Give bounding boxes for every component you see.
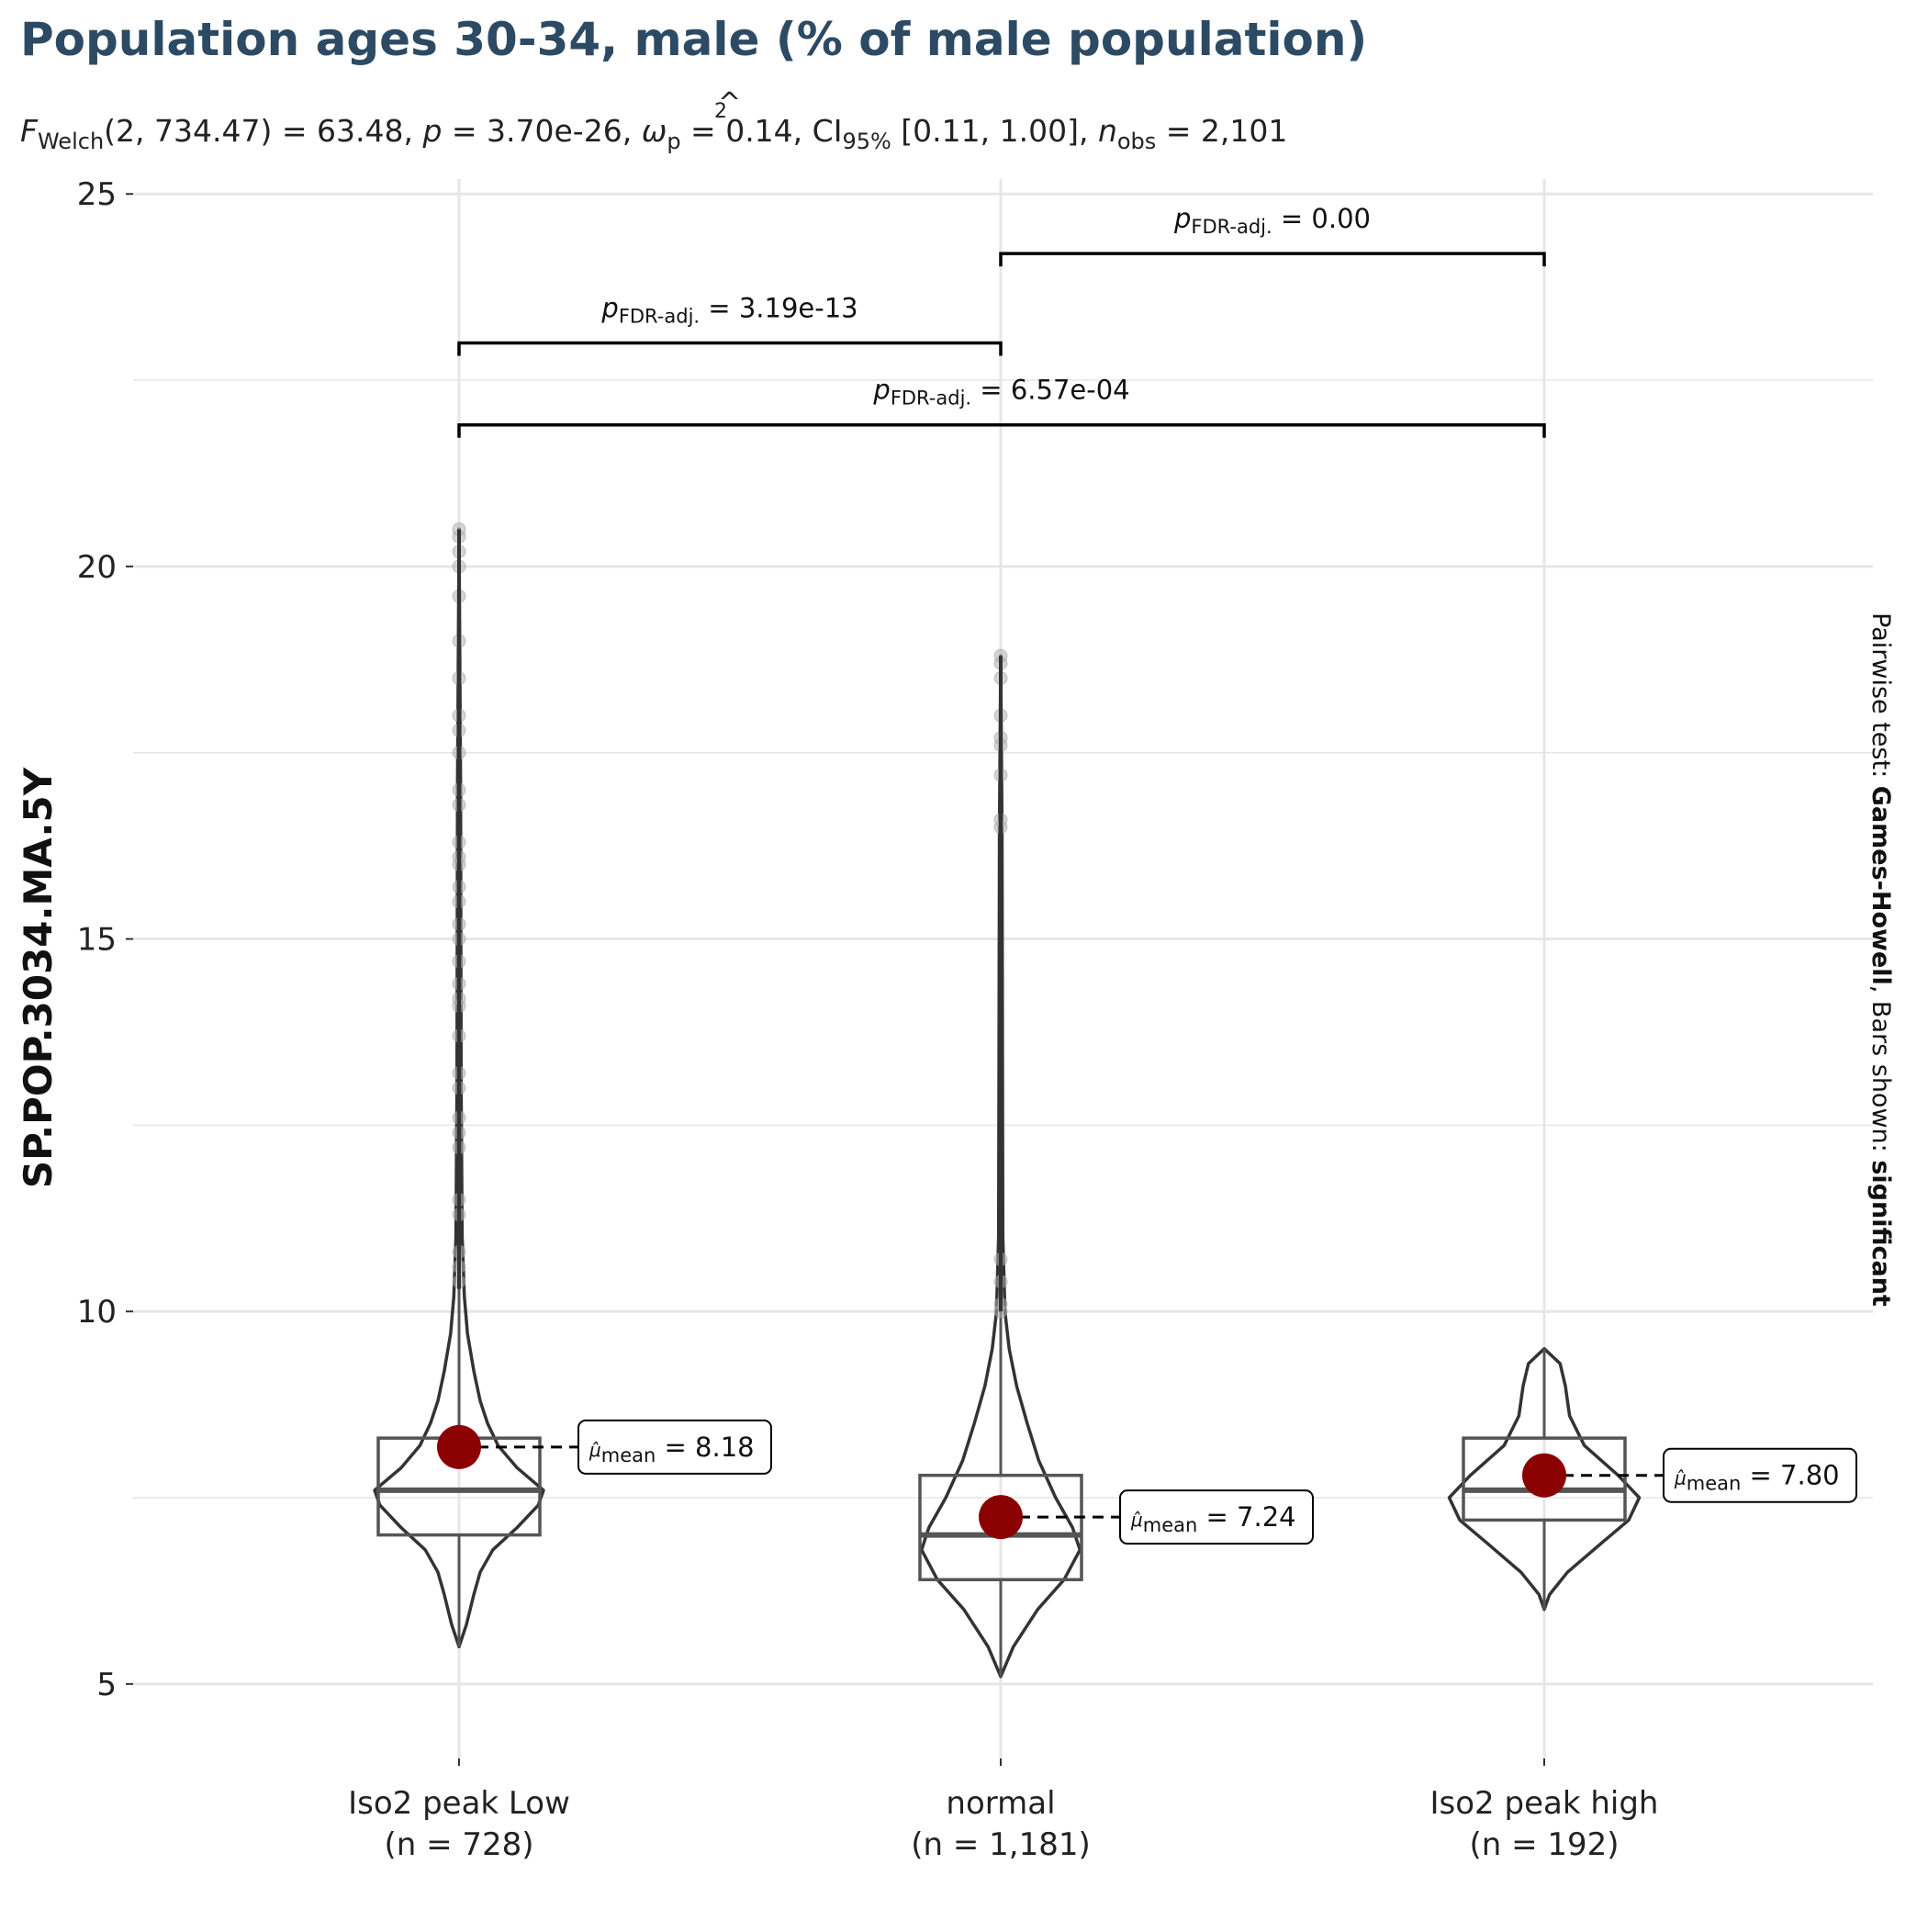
pairwise-comparisons: pFDR-adj. = 3.19e-13 pFDR-adj. = 0.00 pFDR… [457, 203, 1546, 438]
comparison-bracket-0 [457, 341, 1003, 356]
y-tick-label-25: 25 [77, 176, 117, 213]
pairwise-caption: Pairwise test: Games-Howell, Bars shown:… [1866, 612, 1895, 1307]
violins: μ̂mean = 8.18 μ̂mean = 7.24 μ̂mean = 7.80 [373, 522, 1857, 1679]
box-1 [918, 1473, 1083, 1582]
mean-label-box-2 [1663, 1447, 1857, 1503]
mean-label-1: μ̂mean = 7.24 [1130, 1501, 1296, 1536]
x-tick-label-2: Iso2 peak high [1430, 1785, 1659, 1822]
comparison-label-0: pFDR-adj. = 3.19e-13 [600, 292, 858, 327]
effect-hat-mark: ^ [718, 87, 741, 119]
mean-label-box-1 [1119, 1489, 1314, 1545]
x-axis: Iso2 peak Low (n = 728) normal (n = 1,181) I… [348, 1758, 1658, 1863]
y-axis: 5 10 15 20 25 [77, 176, 133, 1703]
group-0: μ̂mean = 8.18 [373, 522, 772, 1649]
y-tick-label-20: 20 [77, 549, 117, 586]
comparison-bracket-2 [457, 422, 1546, 438]
effect-superscript: 2 [714, 100, 727, 123]
comparison-0: pFDR-adj. = 3.19e-13 [457, 292, 1003, 356]
x-tick-count-1: (n = 1,181) [911, 1826, 1091, 1863]
comparison-label-2: pFDR-adj. = 6.57e-04 [872, 375, 1129, 410]
x-tick-count-0: (n = 728) [384, 1826, 533, 1863]
comparison-bracket-1 [999, 252, 1546, 267]
mean-point-2 [1522, 1453, 1566, 1498]
comparison-1: pFDR-adj. = 0.00 [999, 203, 1546, 267]
mean-label-0: μ̂mean = 8.18 [588, 1432, 755, 1466]
comparison-label-1: pFDR-adj. = 0.00 [1173, 203, 1371, 238]
y-tick-label-5: 5 [96, 1667, 117, 1703]
mean-point-0 [437, 1424, 481, 1469]
chart-subtitle: FWelch(2, 734.47) = 63.48, p = 3.70e-26,… [20, 113, 1287, 154]
x-tick-count-2: (n = 192) [1469, 1826, 1619, 1863]
y-tick-label-10: 10 [77, 1294, 117, 1331]
mean-label-2: μ̂mean = 7.80 [1674, 1460, 1840, 1495]
group-2: μ̂mean = 7.80 [1447, 1347, 1857, 1612]
x-tick-label-1: normal [946, 1785, 1055, 1822]
x-tick-label-0: Iso2 peak Low [348, 1785, 570, 1822]
box-2 [1462, 1436, 1627, 1522]
comparison-2: pFDR-adj. = 6.57e-04 [457, 375, 1546, 438]
mean-point-1 [979, 1495, 1023, 1540]
chart-title: Population ages 30-34, male (% of male p… [20, 13, 1367, 66]
y-axis-label: SP.POP.3034.MA.5Y [16, 767, 61, 1188]
mean-label-box-0 [577, 1419, 772, 1475]
group-1: μ̂mean = 7.24 [918, 648, 1314, 1679]
y-tick-label-15: 15 [77, 922, 117, 959]
